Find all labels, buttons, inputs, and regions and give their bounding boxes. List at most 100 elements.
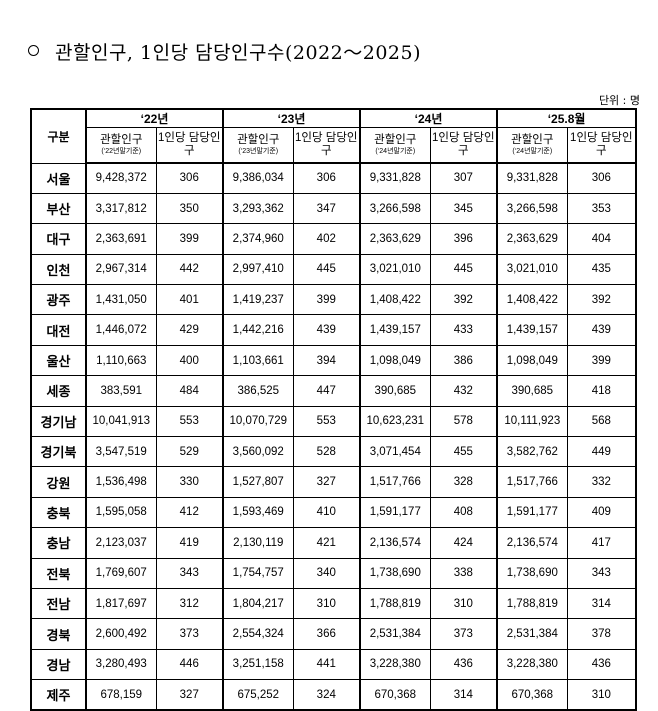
region-cell: 강원 [30, 466, 87, 498]
region-cell: 제주 [30, 679, 87, 711]
population-cell: 3,228,380 [496, 648, 568, 681]
per-officer-cell: 529 [155, 436, 224, 468]
per-officer-cell: 310 [292, 587, 361, 620]
region-cell: 인천 [30, 253, 87, 286]
per-officer-cell: 442 [155, 253, 224, 286]
per-officer-cell: 446 [155, 648, 224, 681]
sub-header-population: 관할인구 (‘24년말기준) [359, 127, 431, 164]
table-row: 대구 2,363,691 399 2,374,960 402 2,363,629 396 2,… [30, 223, 637, 255]
per-officer-cell: 445 [292, 253, 361, 286]
per-officer-cell: 310 [429, 587, 498, 620]
table-row: 전북 1,769,607 343 1,754,757 340 1,738,690 338 1,… [30, 557, 637, 589]
per-officer-cell: 330 [155, 466, 224, 498]
population-cell: 1,442,216 [222, 314, 294, 346]
population-cell: 386,525 [222, 375, 294, 407]
per-officer-cell: 400 [155, 344, 224, 377]
region-cell: 충남 [30, 527, 87, 559]
per-officer-cell: 568 [566, 405, 637, 438]
per-officer-cell: 441 [292, 648, 361, 681]
per-officer-cell: 353 [566, 192, 637, 225]
population-cell: 1,769,607 [85, 557, 157, 589]
per-officer-cell: 418 [566, 375, 637, 407]
sub-header-note: (‘24년말기준) [512, 147, 553, 155]
per-officer-cell: 412 [155, 496, 224, 529]
population-cell: 3,280,493 [85, 648, 157, 681]
population-cell: 2,363,691 [85, 223, 157, 255]
per-officer-cell: 445 [429, 253, 498, 286]
population-cell: 10,111,923 [496, 405, 568, 438]
population-cell: 3,266,598 [496, 192, 568, 225]
population-cell: 3,228,380 [359, 648, 431, 681]
population-cell: 10,041,913 [85, 405, 157, 438]
per-officer-cell: 350 [155, 192, 224, 225]
population-cell: 2,531,384 [359, 618, 431, 650]
per-officer-cell: 528 [292, 436, 361, 468]
per-officer-cell: 436 [566, 648, 637, 681]
population-cell: 2,967,314 [85, 253, 157, 286]
table-row: 충북 1,595,058 412 1,593,469 410 1,591,177 408 1,… [30, 496, 637, 529]
per-officer-cell: 392 [566, 284, 637, 316]
population-table: 구분 ‘22년 ‘23년 ‘24년 ‘25.8월 관할인구 (‘22년말기준) 1… [30, 108, 638, 711]
per-officer-cell: 439 [566, 314, 637, 346]
table-row: 강원 1,536,498 330 1,527,807 327 1,517,766 328 1,… [30, 466, 637, 498]
per-officer-cell: 327 [155, 679, 224, 711]
population-cell: 9,428,372 [85, 162, 157, 194]
region-cell: 전북 [30, 557, 87, 589]
per-officer-cell: 402 [292, 223, 361, 255]
per-officer-cell: 328 [429, 466, 498, 498]
per-officer-cell: 392 [429, 284, 498, 316]
table-row: 세종 383,591 484 386,525 447 390,685 432 390,685 4… [30, 375, 637, 407]
per-officer-cell: 553 [155, 405, 224, 438]
population-cell: 1,517,766 [359, 466, 431, 498]
region-cell: 대전 [30, 314, 87, 346]
sub-header-text: 관할인구 [511, 133, 554, 146]
per-officer-cell: 373 [429, 618, 498, 650]
region-cell: 전남 [30, 587, 87, 620]
sub-header-population: 관할인구 (‘22년말기준) [85, 127, 157, 164]
population-cell: 2,531,384 [496, 618, 568, 650]
year-header: ‘22년 [84, 108, 224, 128]
population-cell: 2,130,119 [222, 527, 294, 559]
year-header-row: 구분 ‘22년 ‘23년 ‘24년 ‘25.8월 [30, 108, 637, 164]
population-cell: 1,439,157 [359, 314, 431, 346]
table-row: 제주 678,159 327 675,252 324 670,368 314 670,368 3… [30, 679, 637, 711]
population-cell: 3,021,010 [496, 253, 568, 286]
population-cell: 2,374,960 [222, 223, 294, 255]
sub-header-per-officer: 1인당 담당인구 [155, 127, 224, 164]
region-cell: 울산 [30, 344, 87, 377]
sub-header-text: 관할인구 [237, 133, 280, 146]
population-cell: 3,021,010 [359, 253, 431, 286]
per-officer-cell: 332 [566, 466, 637, 498]
per-officer-cell: 306 [292, 162, 361, 194]
region-cell: 세종 [30, 375, 87, 407]
population-cell: 2,997,410 [222, 253, 294, 286]
population-cell: 1,527,807 [222, 466, 294, 498]
per-officer-cell: 404 [566, 223, 637, 255]
population-cell: 1,098,049 [496, 344, 568, 377]
per-officer-cell: 345 [429, 192, 498, 225]
document-title: 관할인구, 1인당 담당인구수(2022～2025) [28, 38, 421, 65]
per-officer-cell: 394 [292, 344, 361, 377]
population-cell: 1,595,058 [85, 496, 157, 529]
per-officer-cell: 455 [429, 436, 498, 468]
per-officer-cell: 419 [155, 527, 224, 559]
table-row: 부산 3,317,812 350 3,293,362 347 3,266,598 345 3,… [30, 192, 637, 225]
document-title-text: 관할인구, 1인당 담당인구수(2022～2025) [55, 42, 422, 64]
population-cell: 3,317,812 [85, 192, 157, 225]
population-cell: 2,363,629 [496, 223, 568, 255]
sub-header-note: (‘24년말기준) [375, 147, 416, 155]
per-officer-cell: 399 [155, 223, 224, 255]
population-cell: 1,408,422 [496, 284, 568, 316]
per-officer-cell: 343 [566, 557, 637, 589]
per-officer-cell: 421 [292, 527, 361, 559]
per-officer-cell: 340 [292, 557, 361, 589]
population-cell: 2,600,492 [85, 618, 157, 650]
sub-header-population: 관할인구 (‘24년말기준) [496, 127, 568, 164]
population-cell: 1,788,819 [359, 587, 431, 620]
per-officer-cell: 408 [429, 496, 498, 529]
per-officer-cell: 429 [155, 314, 224, 346]
region-cell: 부산 [30, 192, 87, 225]
per-officer-cell: 399 [292, 284, 361, 316]
population-cell: 1,439,157 [496, 314, 568, 346]
population-cell: 10,070,729 [222, 405, 294, 438]
